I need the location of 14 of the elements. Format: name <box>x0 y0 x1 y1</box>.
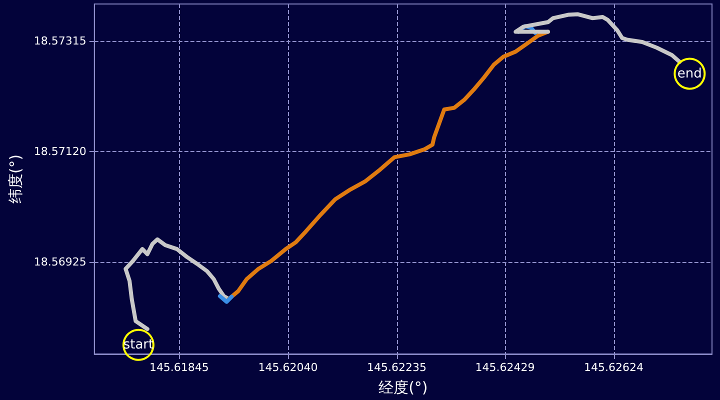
annotation: end <box>677 66 702 82</box>
y-tick-label: 18.57120 <box>34 144 86 158</box>
x-tick-label: 145.61845 <box>149 361 209 374</box>
x-tick-label: 145.62040 <box>258 361 318 374</box>
x-tick-label: 145.62235 <box>367 361 427 374</box>
x-tick-label: 145.62624 <box>584 361 644 374</box>
x-axis-title: 经度(°) <box>378 378 428 396</box>
y-axis-title: 纬度(°) <box>6 154 24 204</box>
line-series <box>514 12 682 64</box>
y-tick-label: 18.57315 <box>34 34 86 48</box>
y-tick-label: 18.56925 <box>34 256 86 269</box>
x-tick-label: 145.62429 <box>475 361 535 374</box>
line-series <box>226 30 550 301</box>
line-series <box>124 237 231 332</box>
